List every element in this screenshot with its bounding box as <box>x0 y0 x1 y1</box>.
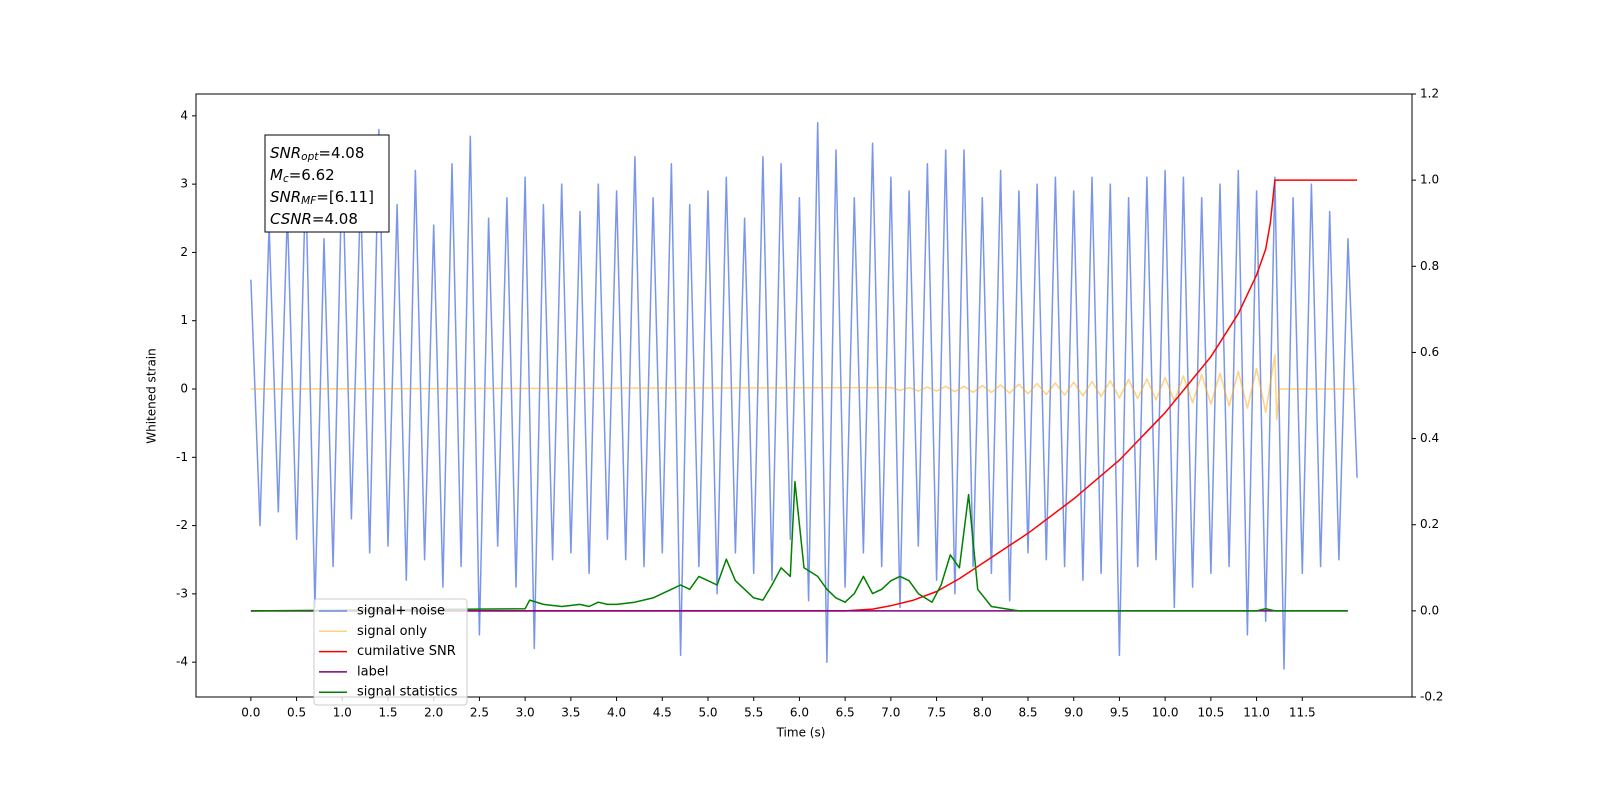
series-line <box>250 179 1358 612</box>
y-tick-label: 4 <box>180 108 188 122</box>
annotation-line: Mc=6.62 <box>270 166 335 186</box>
x-tick-label: 8.5 <box>1018 706 1037 720</box>
x-tick-label: 6.5 <box>836 706 855 720</box>
x-tick-label: 4.5 <box>653 706 672 720</box>
annotation-text: =6.62 <box>289 166 335 184</box>
annotation-line: SNRopt=4.08 <box>270 144 364 164</box>
y-tick-label: -1 <box>176 450 188 464</box>
x-tick-label: 9.5 <box>1110 706 1129 720</box>
x-tick-label: 8.0 <box>973 706 992 720</box>
y2-tick-label: 0.4 <box>1420 431 1439 445</box>
y2-tick-label: 1.2 <box>1420 87 1439 101</box>
plot-area <box>250 121 1358 670</box>
y-tick-label: 1 <box>180 313 188 327</box>
x-tick-label: 5.5 <box>744 706 763 720</box>
legend-label: signal only <box>357 624 427 639</box>
annotation-sub: opt <box>301 151 319 163</box>
series-line <box>250 354 1358 421</box>
annotation-math: SNR <box>270 144 301 162</box>
y-tick-label: 2 <box>180 245 188 259</box>
annotation-box <box>264 134 390 233</box>
y-tick-label: 3 <box>180 177 188 191</box>
x-tick-label: 1.5 <box>378 706 397 720</box>
x-tick-label: 10.0 <box>1152 706 1179 720</box>
y-tick-label: -2 <box>176 518 188 532</box>
y2-tick-label: 1.0 <box>1420 173 1439 187</box>
annotation-text: =4.08 <box>312 210 358 228</box>
y-tick-label: 0 <box>180 382 188 396</box>
x-tick-label: 6.0 <box>790 706 809 720</box>
annotation-sub: c <box>283 173 289 185</box>
y-tick-label: -4 <box>176 655 188 669</box>
x-tick-label: 2.5 <box>470 706 489 720</box>
x-tick-label: 7.5 <box>927 706 946 720</box>
x-tick-label: 0.0 <box>241 706 260 720</box>
series-line <box>250 480 1348 612</box>
annotation-line: CSNR=4.08 <box>270 210 358 228</box>
series-line <box>250 121 1358 670</box>
annotation-math: SNR <box>270 188 301 206</box>
y2-tick-label: 0.6 <box>1420 345 1439 359</box>
x-tick-label: 2.0 <box>424 706 443 720</box>
x-tick-label: 5.0 <box>698 706 717 720</box>
y-tick-label: -3 <box>176 586 188 600</box>
x-tick-label: 3.5 <box>561 706 580 720</box>
axes-frame <box>195 93 1413 698</box>
x-tick-label: 4.0 <box>607 706 626 720</box>
x-tick-label: 10.5 <box>1197 706 1224 720</box>
legend-label: signal+ noise <box>357 604 445 619</box>
annotation-line: SNRMF=[6.11] <box>270 188 374 208</box>
y2-tick-label: -0.2 <box>1420 690 1443 704</box>
y2-tick-label: 0.8 <box>1420 259 1439 273</box>
x-tick-label: 7.0 <box>881 706 900 720</box>
x-tick-label: 3.0 <box>516 706 535 720</box>
y2-tick-label: 0.0 <box>1420 603 1439 617</box>
annotation-text: =4.08 <box>318 144 364 162</box>
legend-label: label <box>357 664 388 679</box>
annotation-sub: MF <box>301 195 317 207</box>
x-tick-label: 1.0 <box>333 706 352 720</box>
legend-box <box>313 598 468 706</box>
y2-tick-label: 0.2 <box>1420 517 1439 531</box>
x-tick-label: 11.5 <box>1289 706 1316 720</box>
annotation-math: M <box>270 166 283 184</box>
x-tick-label: 0.5 <box>287 706 306 720</box>
annotation-math: CSNR <box>270 210 312 228</box>
annotation-text: =[6.11] <box>316 188 374 206</box>
x-tick-label: 9.0 <box>1064 706 1083 720</box>
x-axis-label: Time (s) <box>776 726 826 740</box>
legend-label: signal statistics <box>357 685 458 700</box>
legend-label: cumilative SNR <box>357 644 456 659</box>
x-tick-label: 11.0 <box>1243 706 1270 720</box>
y-axis-label: Whitened strain <box>145 348 159 444</box>
